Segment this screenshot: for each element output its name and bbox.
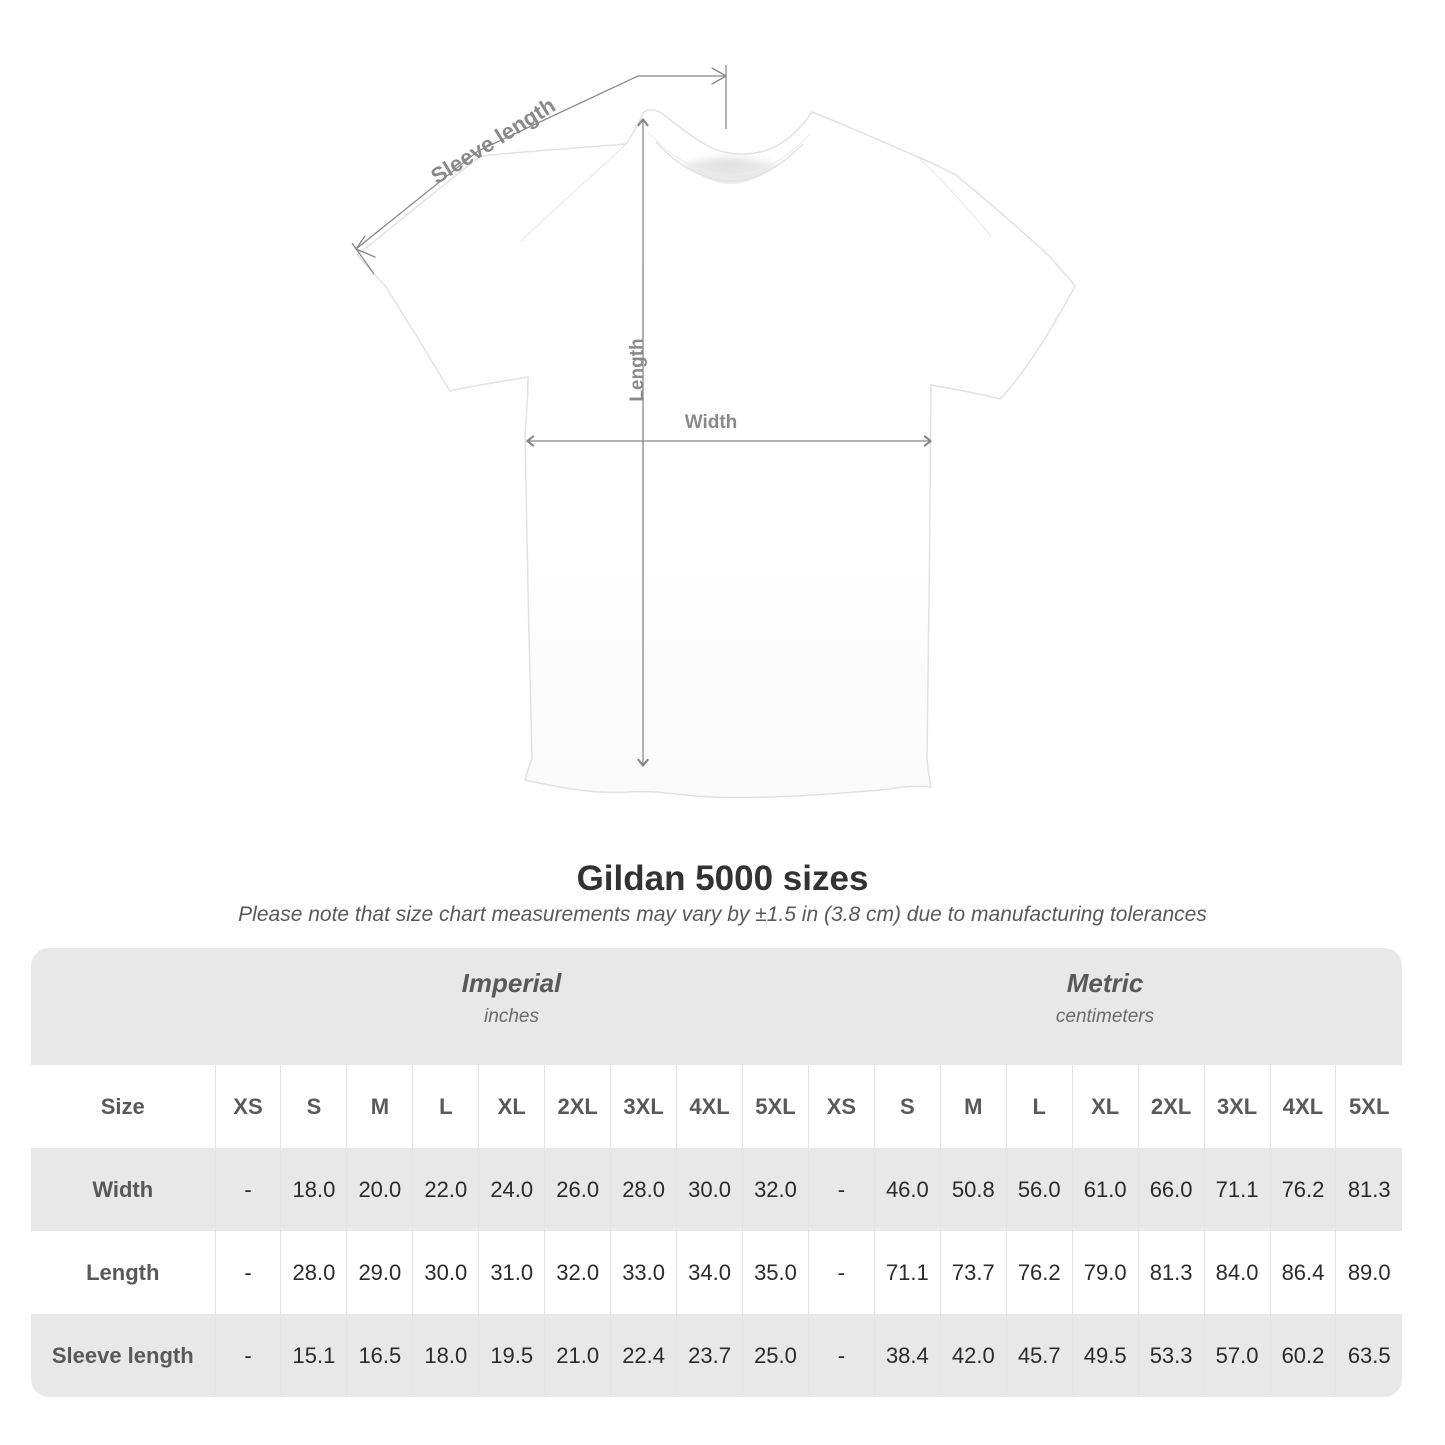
svg-text:Width: Width [685, 412, 738, 433]
svg-text:Length: Length [627, 338, 648, 401]
